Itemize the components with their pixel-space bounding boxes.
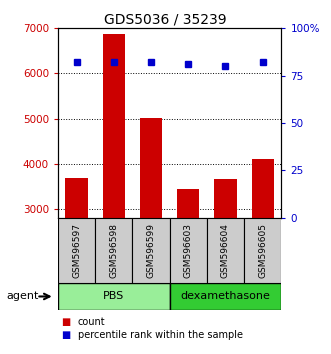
Text: count: count bbox=[78, 317, 105, 327]
Text: PBS: PBS bbox=[103, 291, 124, 302]
Text: GSM596598: GSM596598 bbox=[109, 223, 118, 278]
Bar bbox=[252, 159, 274, 218]
Bar bbox=[65, 178, 88, 218]
Text: agent: agent bbox=[7, 291, 39, 302]
Text: GSM596603: GSM596603 bbox=[184, 223, 193, 278]
Text: GSM596604: GSM596604 bbox=[221, 223, 230, 278]
Bar bbox=[169, 283, 281, 310]
Text: GDS5036 / 35239: GDS5036 / 35239 bbox=[104, 12, 227, 27]
Text: GSM596597: GSM596597 bbox=[72, 223, 81, 278]
Bar bbox=[169, 218, 207, 283]
Text: GSM596599: GSM596599 bbox=[147, 223, 156, 278]
Text: ■: ■ bbox=[61, 317, 71, 327]
Text: percentile rank within the sample: percentile rank within the sample bbox=[78, 330, 243, 339]
Bar bbox=[58, 283, 169, 310]
Text: GSM596605: GSM596605 bbox=[258, 223, 267, 278]
Bar bbox=[207, 218, 244, 283]
Bar bbox=[58, 218, 95, 283]
Bar bbox=[214, 179, 237, 218]
Bar bbox=[132, 218, 169, 283]
Bar bbox=[177, 189, 199, 218]
Bar bbox=[140, 118, 162, 218]
Bar bbox=[95, 218, 132, 283]
Bar bbox=[103, 34, 125, 218]
Bar bbox=[244, 218, 281, 283]
Text: dexamethasone: dexamethasone bbox=[180, 291, 270, 302]
Text: ■: ■ bbox=[61, 330, 71, 339]
